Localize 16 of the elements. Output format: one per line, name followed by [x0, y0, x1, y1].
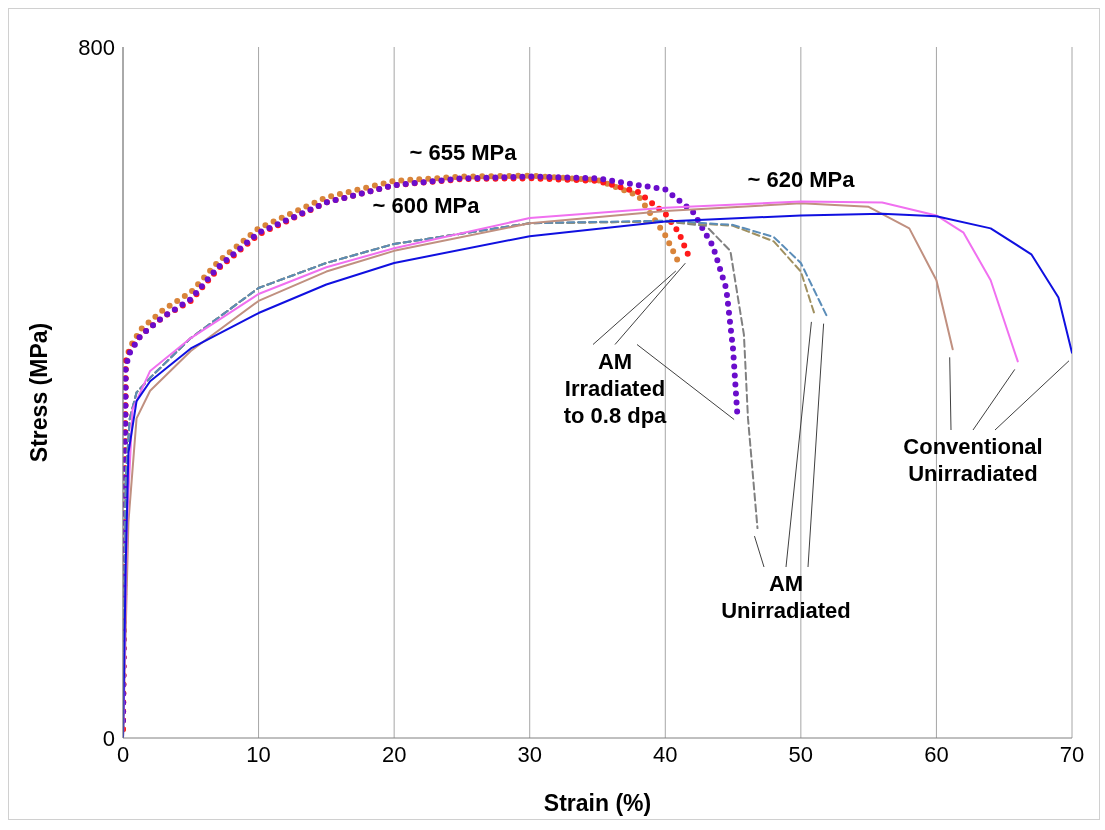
x-tick-label: 40: [653, 741, 678, 767]
annotation: ~ 620 MPa: [747, 166, 856, 192]
x-axis-title: Strain (%): [543, 790, 652, 816]
annotation: ~ 655 MPa: [409, 139, 518, 165]
x-tick-label: 30: [517, 741, 542, 767]
annotation: AM Irradiated to 0.8 dpa: [563, 348, 668, 428]
y-tick-label: 800: [78, 34, 115, 60]
annotation: AM Unirradiated: [721, 571, 851, 623]
x-tick-label: 20: [381, 741, 407, 767]
x-tick-label: 50: [788, 741, 814, 767]
annotation: Conventional Unirradiated: [903, 434, 1043, 486]
y-axis-title: Stress (MPa): [26, 322, 53, 463]
x-tick-label: 60: [924, 741, 949, 767]
annotation: ~ 600 MPa: [372, 192, 481, 218]
x-tick-label: 10: [246, 741, 271, 767]
x-tick-label: 70: [1059, 741, 1085, 767]
